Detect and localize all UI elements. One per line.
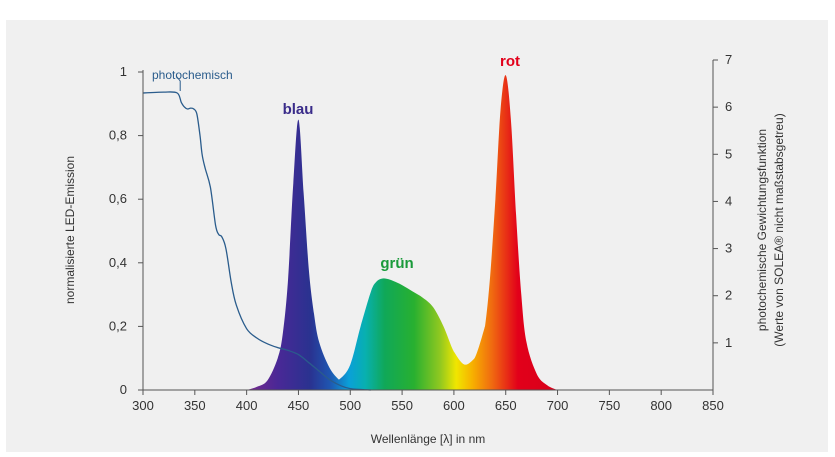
x-axis-title: Wellenlänge [λ] in nm: [371, 432, 486, 446]
area-rot: [453, 75, 558, 390]
x-tick-label: 850: [702, 398, 724, 413]
left-y-tick-label: 1: [120, 64, 127, 79]
right-y-axis-title-line2: (Werte von SOLEA® nicht maßstabsgetreu): [772, 113, 786, 346]
chart-figure: 300 350 400 450 500 550 600 650 700 750 800 850 0 0,…: [6, 20, 828, 452]
x-tick-label: 550: [391, 398, 413, 413]
left-y-axis-ticks: 0 0,2 0,4 0,6 0,8 1: [109, 64, 143, 397]
x-tick-label: 450: [288, 398, 310, 413]
x-tick-label: 300: [132, 398, 154, 413]
left-y-tick-label: 0,2: [109, 318, 127, 333]
x-axis-ticks: 300 350 400 450 500 550 600 650 700 750 800 850: [132, 390, 724, 413]
right-y-axis-title-line1: photochemische Gewichtungsfunktion: [755, 129, 769, 331]
series-label-blau: blau: [283, 101, 314, 118]
annotation-photochemisch: photochemisch: [152, 68, 233, 82]
x-tick-label: 700: [547, 398, 569, 413]
x-tick-label: 650: [495, 398, 517, 413]
emission-areas: [246, 75, 558, 390]
series-label-rot: rot: [500, 53, 520, 70]
chart-svg: 300 350 400 450 500 550 600 650 700 750 800 850 0 0,…: [63, 52, 786, 446]
right-y-tick-label: 7: [725, 52, 732, 67]
x-tick-label: 350: [184, 398, 206, 413]
right-y-tick-label: 4: [725, 193, 732, 208]
left-y-tick-label: 0,8: [109, 128, 127, 143]
right-y-axis-ticks: 1 2 3 4 5 6 7: [713, 52, 732, 350]
left-y-tick-label: 0,4: [109, 255, 127, 270]
x-tick-label: 600: [443, 398, 465, 413]
right-y-tick-label: 6: [725, 99, 732, 114]
right-y-tick-label: 1: [725, 335, 732, 350]
x-tick-label: 400: [236, 398, 258, 413]
x-tick-label: 500: [339, 398, 361, 413]
area-blau: [246, 119, 351, 390]
left-y-tick-label: 0: [120, 382, 127, 397]
left-y-axis-title: normalisierte LED-Emission: [63, 156, 77, 304]
photochemical-weighting-line: [142, 91, 372, 391]
left-y-tick-label: 0,6: [109, 191, 127, 206]
right-y-tick-label: 5: [725, 146, 732, 161]
area-gruen: [329, 278, 485, 390]
x-tick-label: 750: [599, 398, 621, 413]
photochemisch-leader-line: [175, 75, 181, 91]
series-label-gruen: grün: [380, 255, 413, 272]
x-tick-label: 800: [650, 398, 672, 413]
right-y-tick-label: 3: [725, 241, 732, 256]
right-y-tick-label: 2: [725, 288, 732, 303]
